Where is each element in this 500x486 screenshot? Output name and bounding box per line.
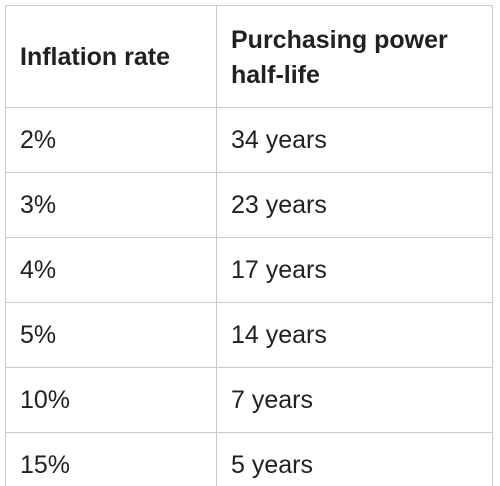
table-head: Inflation rate Purchasing power half-lif… <box>5 5 493 108</box>
half-life-cell: 34 years <box>216 107 493 173</box>
half-life-cell: 7 years <box>216 367 493 433</box>
header-row: Inflation rate Purchasing power half-lif… <box>5 5 493 108</box>
half-life-cell: 14 years <box>216 302 493 368</box>
table-row: 10% 7 years <box>5 367 493 433</box>
half-life-cell: 17 years <box>216 237 493 303</box>
table-body: 2% 34 years 3% 23 years 4% 17 years 5% 14 years… <box>5 107 493 486</box>
table-row: 4% 17 years <box>5 237 493 303</box>
half-life-cell: 5 years <box>216 432 493 486</box>
rate-cell: 5% <box>5 302 217 368</box>
rate-cell: 10% <box>5 367 217 433</box>
rate-cell: 3% <box>5 172 217 238</box>
table: Inflation rate Purchasing power half-lif… <box>5 5 493 486</box>
table-row: 15% 5 years <box>5 432 493 486</box>
rate-cell: 15% <box>5 432 217 486</box>
half-life-cell: 23 years <box>216 172 493 238</box>
header-cell: Inflation rate <box>5 5 217 108</box>
header-cell: Purchasing power half-life <box>216 5 493 108</box>
rate-cell: 2% <box>5 107 217 173</box>
table-row: 2% 34 years <box>5 107 493 173</box>
table-row: 5% 14 years <box>5 302 493 368</box>
rate-cell: 4% <box>5 237 217 303</box>
table-row: 3% 23 years <box>5 172 493 238</box>
